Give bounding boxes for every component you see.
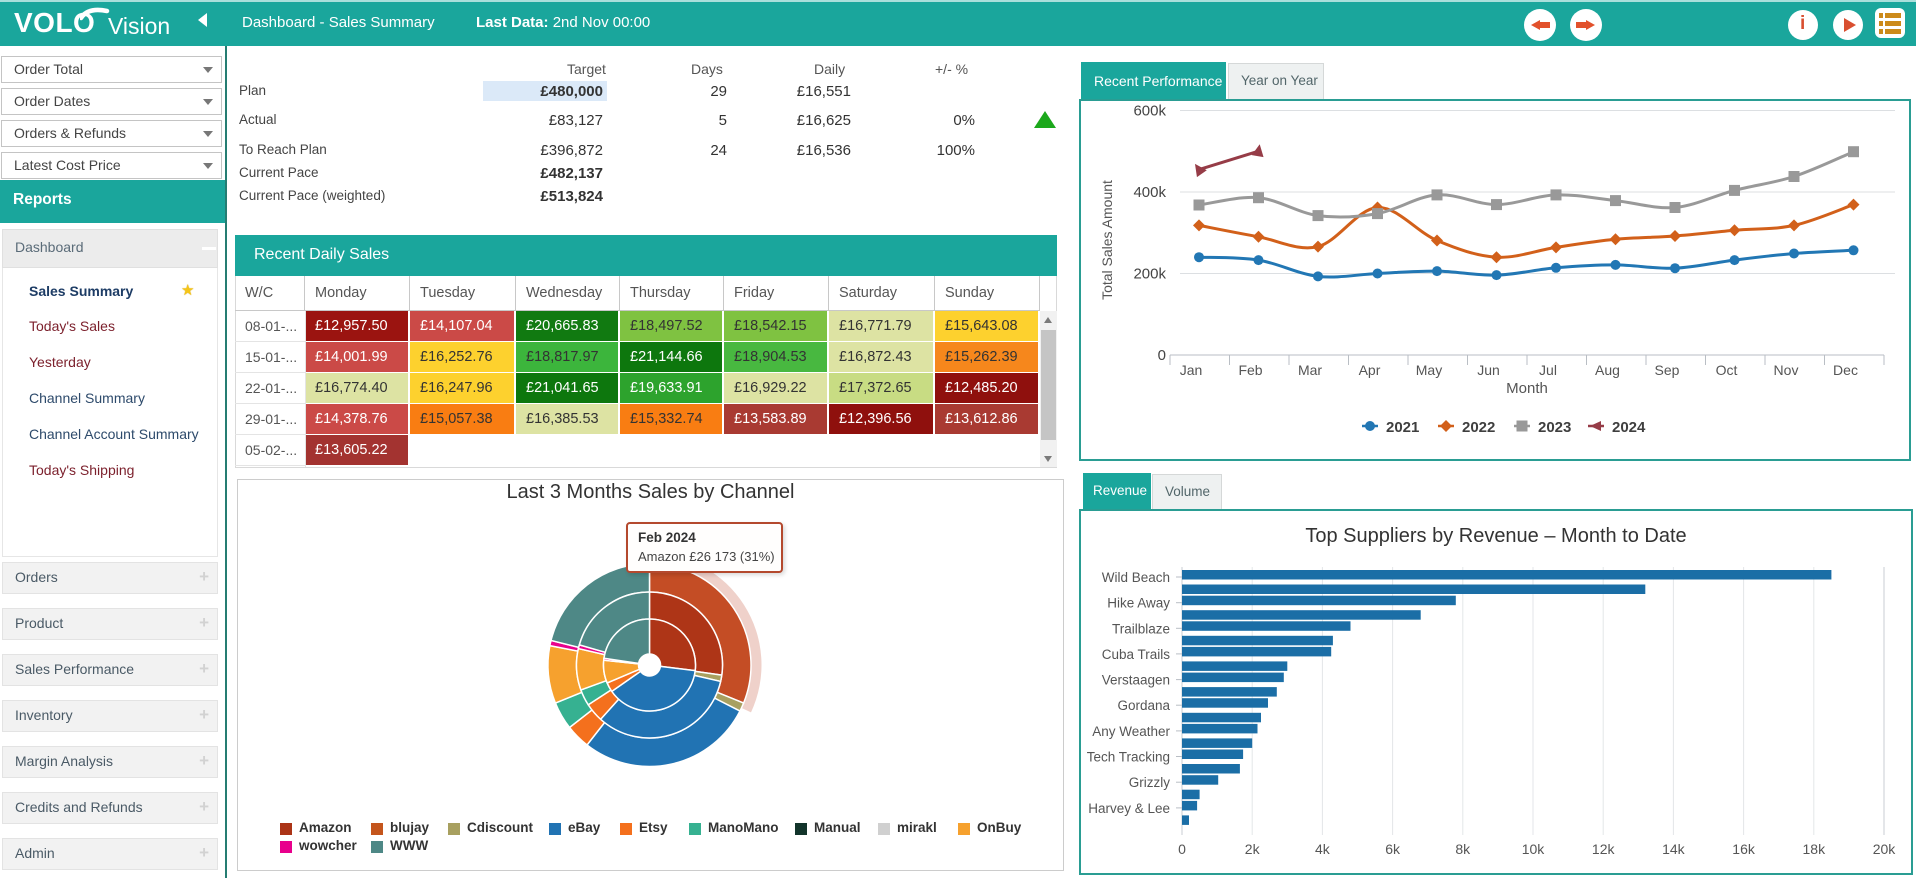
svg-text:18k: 18k [1803, 841, 1827, 857]
svg-text:6k: 6k [1385, 841, 1401, 857]
svg-text:600k: 600k [1133, 103, 1166, 120]
svg-text:10k: 10k [1522, 841, 1546, 857]
svg-text:Jan: Jan [1180, 362, 1203, 378]
svg-text:0: 0 [1158, 347, 1166, 364]
svg-text:Feb: Feb [1238, 362, 1262, 378]
svg-text:Harvey & Lee: Harvey & Lee [1088, 801, 1170, 816]
svg-text:Total Sales Amount: Total Sales Amount [1099, 180, 1115, 300]
svg-text:Jun: Jun [1477, 362, 1500, 378]
svg-text:Tech Tracking: Tech Tracking [1087, 750, 1170, 765]
svg-text:May: May [1416, 362, 1442, 378]
svg-text:Mar: Mar [1298, 362, 1322, 378]
svg-text:Oct: Oct [1716, 362, 1738, 378]
svg-text:Nov: Nov [1774, 362, 1799, 378]
svg-text:2021: 2021 [1386, 419, 1419, 436]
svg-text:2024: 2024 [1612, 419, 1646, 436]
svg-text:200k: 200k [1133, 266, 1166, 283]
svg-text:2023: 2023 [1538, 419, 1571, 436]
svg-text:2022: 2022 [1462, 419, 1495, 436]
svg-text:Sep: Sep [1655, 362, 1680, 378]
svg-text:Wild Beach: Wild Beach [1102, 570, 1170, 585]
svg-text:20k: 20k [1873, 841, 1897, 857]
svg-text:Grizzly: Grizzly [1129, 775, 1170, 790]
svg-text:4k: 4k [1315, 841, 1331, 857]
svg-text:Cuba Trails: Cuba Trails [1102, 647, 1171, 662]
svg-text:2k: 2k [1245, 841, 1261, 857]
svg-text:Apr: Apr [1359, 362, 1381, 378]
svg-text:Gordana: Gordana [1117, 698, 1170, 713]
svg-text:Hike Away: Hike Away [1107, 596, 1170, 611]
svg-text:Verstaagen: Verstaagen [1102, 673, 1170, 688]
svg-text:Dec: Dec [1833, 362, 1858, 378]
svg-text:14k: 14k [1662, 841, 1686, 857]
svg-text:Any Weather: Any Weather [1092, 724, 1170, 739]
svg-text:400k: 400k [1133, 184, 1166, 201]
svg-text:16k: 16k [1732, 841, 1756, 857]
svg-text:Jul: Jul [1539, 362, 1557, 378]
svg-text:Trailblaze: Trailblaze [1112, 621, 1170, 636]
svg-text:0: 0 [1178, 841, 1186, 857]
svg-text:8k: 8k [1455, 841, 1471, 857]
svg-text:Aug: Aug [1595, 362, 1620, 378]
svg-text:Month: Month [1506, 380, 1548, 397]
svg-text:12k: 12k [1592, 841, 1616, 857]
svg-text:Top Suppliers by Revenue – Mon: Top Suppliers by Revenue – Month to Date [1305, 525, 1686, 547]
